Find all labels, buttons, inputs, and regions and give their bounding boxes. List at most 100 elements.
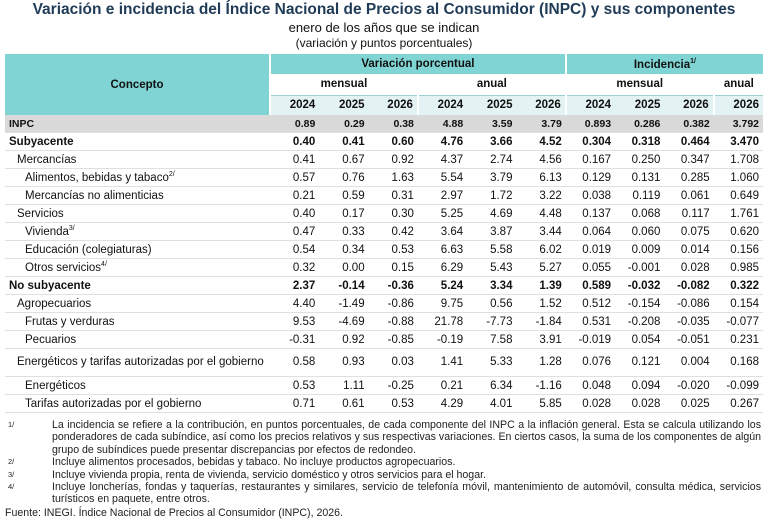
cell: 5.85: [516, 394, 566, 413]
cell: -0.082: [664, 276, 714, 295]
table-row: Energéticos y tarifas autorizadas por el…: [5, 348, 763, 377]
cell: 9.75: [417, 294, 468, 313]
year-header: 2026: [683, 99, 709, 112]
cell: 5.54: [417, 168, 468, 187]
note-ref: 2/: [168, 171, 175, 179]
cell: 0.60: [368, 132, 418, 151]
cell: 5.33: [467, 348, 517, 377]
cell: 4.37: [417, 150, 468, 169]
cell: -0.19: [417, 330, 468, 349]
label: INPC: [9, 117, 35, 130]
cell: -0.14: [319, 276, 369, 295]
subgroup-header: anual: [416, 74, 566, 95]
cell: 0.30: [368, 204, 418, 223]
source: Fuente: INEGI. Índice Nacional de Precio…: [5, 506, 343, 519]
cell: -0.001: [615, 258, 665, 277]
row-label: Energéticos y tarifas autorizadas por el…: [5, 348, 270, 377]
cell: 4.88: [417, 115, 468, 133]
cell: 0.168: [713, 348, 763, 377]
cell: 0.094: [615, 376, 665, 395]
cell: 0.285: [664, 168, 714, 187]
label: Agropecuarios: [17, 297, 92, 310]
cell: 0.055: [565, 258, 616, 277]
cell: 0.61: [319, 394, 369, 413]
cell: 3.91: [516, 330, 566, 349]
table-row: Otros servicios4/0.32 0.00 0.15 6.29 5.43 5.2…: [5, 258, 763, 277]
cell: 0.531: [565, 312, 616, 331]
cell: -4.69: [319, 312, 369, 331]
footnote: 3/Incluye vivienda propia, renta de vivi…: [5, 469, 761, 481]
row-label: Vivienda3/: [5, 222, 270, 241]
row-label: Mercancías no alimenticias: [5, 186, 270, 205]
cell: 3.66: [467, 132, 517, 151]
table-row: Tarifas autorizadas por el gobierno 0.71 0…: [5, 394, 763, 413]
cell: 0.038: [565, 186, 616, 205]
cell: 0.054: [615, 330, 665, 349]
cell: 4.40: [270, 294, 320, 313]
cell: 3.87: [467, 222, 517, 241]
cell: 0.15: [368, 258, 418, 277]
row-label: No subyacente: [5, 276, 270, 295]
cell: 0.060: [615, 222, 665, 241]
label: Mercancías no alimenticias: [25, 189, 164, 202]
table-row: Mercancías no alimenticias 0.21 0.59 0.31 2.…: [5, 186, 763, 205]
cell: -0.032: [615, 276, 665, 295]
row-label: Frutas y verduras: [5, 312, 270, 331]
cell: 0.154: [713, 294, 763, 313]
cell: 6.34: [467, 376, 517, 395]
cell: 0.119: [615, 186, 665, 205]
cell: 1.708: [713, 150, 763, 169]
cell: 0.347: [664, 150, 714, 169]
cell: 0.028: [565, 394, 616, 413]
cell: 0.464: [664, 132, 714, 151]
cell: 0.075: [664, 222, 714, 241]
cell: 0.156: [713, 240, 763, 259]
cell: -0.099: [713, 376, 763, 395]
label: Alimentos, bebidas y tabaco: [25, 171, 169, 184]
cell: 3.79: [467, 168, 517, 187]
cell: 0.231: [713, 330, 763, 349]
cell: 0.71: [270, 394, 320, 413]
cell: 0.985: [713, 258, 763, 277]
cell: 0.76: [319, 168, 369, 187]
cell: 6.63: [417, 240, 468, 259]
table-row: INPC 0.89 0.29 0.38 4.88 3.59 3.79 0.893 0.286 0.…: [5, 115, 763, 133]
subtitle: enero de los años que se indican: [288, 20, 480, 35]
row-label: Tarifas autorizadas por el gobierno: [5, 394, 270, 413]
subgroup-header: anual: [712, 74, 763, 95]
cell: 5.25: [417, 204, 468, 223]
cell: 0.076: [565, 348, 616, 377]
cell: 0.29: [319, 115, 369, 133]
cell: 0.048: [565, 376, 616, 395]
cell: -0.020: [664, 376, 714, 395]
cell: 9.53: [270, 312, 320, 331]
cell: 0.286: [615, 115, 665, 133]
cell: 0.004: [664, 348, 714, 377]
cell: 0.42: [368, 222, 418, 241]
cell: -0.85: [368, 330, 418, 349]
cell: 21.78: [417, 312, 468, 331]
cell: 0.53: [368, 240, 418, 259]
cell: 0.512: [565, 294, 616, 313]
subgroup-header: mensual: [564, 74, 714, 95]
cell: 0.92: [319, 330, 369, 349]
cell: 1.41: [417, 348, 468, 377]
cell: 0.893: [565, 115, 616, 133]
cell: 0.92: [368, 150, 418, 169]
year-header: 2024: [268, 95, 320, 115]
cell: 0.93: [319, 348, 369, 377]
label: Mercancías: [17, 153, 77, 166]
cell: 1.060: [713, 168, 763, 187]
cell: 0.382: [664, 115, 714, 133]
footnote-mark: 2/: [8, 457, 15, 467]
year-header: 2026: [712, 95, 763, 115]
year-header: 2026: [387, 99, 413, 112]
footnote: 2/Incluye alimentos procesados, bebidas …: [5, 456, 761, 468]
table-row: Educación (colegiaturas) 0.54 0.34 0.53 6.63…: [5, 240, 763, 259]
cell: 0.131: [615, 168, 665, 187]
cell: -1.49: [319, 294, 369, 313]
table-row: Energéticos 0.53 1.11 -0.25 0.21 6.34 -1.16 0.0…: [5, 376, 763, 395]
label: Pecuarios: [25, 333, 77, 346]
cell: -0.25: [368, 376, 418, 395]
cell: 0.025: [664, 394, 714, 413]
